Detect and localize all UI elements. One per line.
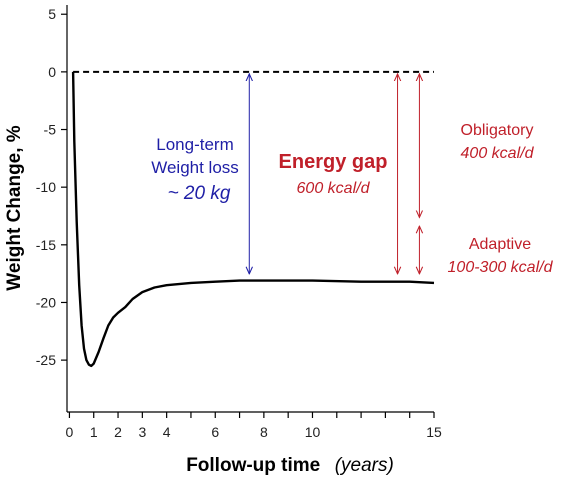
x-tick-label: 10 <box>305 424 321 440</box>
y-tick-label: -5 <box>44 122 57 138</box>
y-tick-label: -25 <box>36 352 56 368</box>
weight-loss-label-line2: Weight loss <box>151 158 239 177</box>
x-axis-title-unit: (years) <box>335 455 394 476</box>
x-tick-label: 0 <box>66 424 74 440</box>
weight-change-curve <box>71 71 435 368</box>
y-tick-label: 5 <box>48 6 56 22</box>
energy-gap-title: Energy gap <box>279 151 388 173</box>
x-ticks: 0 1 2 3 4 6 8 10 15 <box>66 412 442 440</box>
weight-loss-label-line1: Long-term <box>156 135 233 154</box>
adaptive-title: Adaptive <box>469 236 531 253</box>
y-ticks: 5 0 -5 -10 -15 -20 -25 <box>36 6 67 368</box>
x-tick-label: 3 <box>138 424 146 440</box>
y-tick-label: -20 <box>36 294 56 310</box>
x-tick-label: 6 <box>211 424 219 440</box>
adaptive-value: 100-300 kcal/d <box>448 259 554 276</box>
obligatory-title: Obligatory <box>461 122 534 139</box>
y-tick-label: 0 <box>48 64 56 80</box>
x-axis-title-main: Follow-up time <box>186 455 320 476</box>
x-tick-label: 8 <box>260 424 268 440</box>
x-tick-label: 4 <box>163 424 171 440</box>
y-tick-label: -15 <box>36 237 56 253</box>
y-axis-title: Weight Change, % <box>4 125 25 290</box>
weight-loss-value: ~ 20 kg <box>168 183 231 204</box>
obligatory-value: 400 kcal/d <box>461 145 535 162</box>
energy-gap-value: 600 kcal/d <box>297 180 371 197</box>
x-axis-title: Follow-up time (years) <box>186 455 394 476</box>
x-tick-label: 15 <box>426 424 442 440</box>
x-tick-label: 1 <box>90 424 98 440</box>
x-tick-label: 2 <box>114 424 122 440</box>
y-tick-label: -10 <box>36 179 56 195</box>
